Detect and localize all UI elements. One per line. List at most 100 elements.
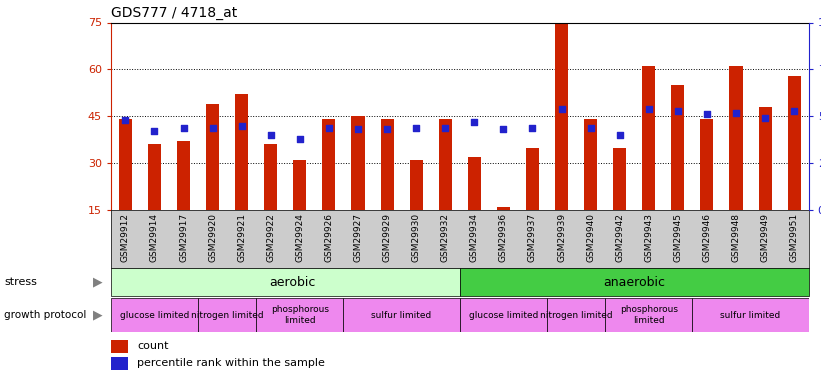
- Text: ▶: ▶: [93, 276, 103, 289]
- Point: [293, 136, 306, 142]
- Bar: [206, 104, 219, 210]
- Bar: [410, 160, 423, 210]
- Bar: [460, 298, 547, 332]
- Bar: [605, 298, 692, 332]
- Text: sulfur limited: sulfur limited: [720, 310, 781, 320]
- Text: GSM29943: GSM29943: [644, 213, 654, 262]
- Text: GSM29936: GSM29936: [499, 213, 508, 262]
- Text: GSM29948: GSM29948: [732, 213, 741, 262]
- Text: GSM29917: GSM29917: [179, 213, 188, 262]
- Text: glucose limited: glucose limited: [469, 310, 538, 320]
- Point: [119, 117, 132, 123]
- Bar: [323, 119, 336, 210]
- Text: nitrogen limited: nitrogen limited: [190, 310, 264, 320]
- Bar: [111, 298, 198, 332]
- Bar: [351, 116, 365, 210]
- Bar: [256, 298, 343, 332]
- Text: GSM29912: GSM29912: [121, 213, 130, 262]
- Text: GSM29949: GSM29949: [760, 213, 769, 262]
- Text: phosphorous
limited: phosphorous limited: [271, 305, 329, 325]
- Point: [351, 126, 365, 132]
- Text: glucose limited: glucose limited: [120, 310, 189, 320]
- Bar: [293, 160, 306, 210]
- Bar: [787, 76, 800, 210]
- Bar: [497, 207, 510, 210]
- Text: GSM29942: GSM29942: [615, 213, 624, 262]
- Text: GSM29932: GSM29932: [441, 213, 450, 262]
- Text: GSM29945: GSM29945: [673, 213, 682, 262]
- Bar: [555, 22, 568, 210]
- Bar: [177, 141, 190, 210]
- Point: [729, 110, 742, 116]
- Point: [759, 115, 772, 121]
- Bar: [468, 157, 481, 210]
- Point: [613, 132, 626, 138]
- Text: GSM29920: GSM29920: [208, 213, 217, 262]
- Point: [555, 106, 568, 112]
- Point: [177, 124, 190, 130]
- Text: GSM29934: GSM29934: [470, 213, 479, 262]
- Text: GSM29946: GSM29946: [703, 213, 712, 262]
- Bar: [692, 298, 809, 332]
- Point: [438, 124, 452, 130]
- Bar: [526, 147, 539, 210]
- Text: percentile rank within the sample: percentile rank within the sample: [137, 358, 325, 368]
- Text: ▶: ▶: [93, 309, 103, 321]
- Point: [584, 124, 597, 130]
- Bar: [584, 119, 597, 210]
- Text: nitrogen limited: nitrogen limited: [539, 310, 612, 320]
- Point: [497, 126, 510, 132]
- Text: anaerobic: anaerobic: [603, 276, 665, 289]
- Text: sulfur limited: sulfur limited: [371, 310, 432, 320]
- Point: [787, 108, 800, 114]
- Text: GSM29929: GSM29929: [383, 213, 392, 262]
- Point: [468, 119, 481, 125]
- Text: phosphorous
limited: phosphorous limited: [620, 305, 678, 325]
- Text: GSM29940: GSM29940: [586, 213, 595, 262]
- Text: GSM29922: GSM29922: [266, 213, 275, 262]
- Point: [526, 124, 539, 130]
- Text: GSM29930: GSM29930: [411, 213, 420, 262]
- Point: [148, 128, 161, 134]
- Point: [380, 126, 393, 132]
- Point: [672, 108, 685, 114]
- Text: aerobic: aerobic: [269, 276, 316, 289]
- Bar: [729, 66, 742, 210]
- Point: [235, 123, 248, 129]
- Bar: [547, 298, 605, 332]
- Point: [264, 132, 277, 138]
- Bar: [119, 119, 132, 210]
- Bar: [642, 66, 655, 210]
- Bar: [264, 144, 277, 210]
- Bar: [759, 107, 772, 210]
- Bar: [111, 340, 128, 352]
- Text: GSM29937: GSM29937: [528, 213, 537, 262]
- Bar: [380, 119, 393, 210]
- Point: [206, 124, 219, 130]
- Text: count: count: [137, 341, 169, 351]
- Bar: [613, 147, 626, 210]
- Text: growth protocol: growth protocol: [4, 310, 86, 320]
- Text: GSM29921: GSM29921: [237, 213, 246, 262]
- Bar: [235, 94, 248, 210]
- Text: GSM29926: GSM29926: [324, 213, 333, 262]
- Bar: [343, 298, 460, 332]
- Bar: [111, 357, 128, 370]
- Bar: [148, 144, 161, 210]
- Bar: [198, 298, 256, 332]
- Text: GSM29939: GSM29939: [557, 213, 566, 262]
- Text: GSM29924: GSM29924: [296, 213, 305, 262]
- Bar: [672, 85, 685, 210]
- Point: [700, 111, 713, 117]
- Bar: [438, 119, 452, 210]
- Bar: [700, 119, 713, 210]
- Point: [323, 124, 336, 130]
- Bar: [460, 268, 809, 296]
- Point: [410, 124, 423, 130]
- Text: GSM29914: GSM29914: [150, 213, 159, 262]
- Text: stress: stress: [4, 277, 37, 287]
- Text: GSM29927: GSM29927: [354, 213, 363, 262]
- Point: [642, 106, 655, 112]
- Text: GSM29951: GSM29951: [790, 213, 799, 262]
- Bar: [111, 268, 460, 296]
